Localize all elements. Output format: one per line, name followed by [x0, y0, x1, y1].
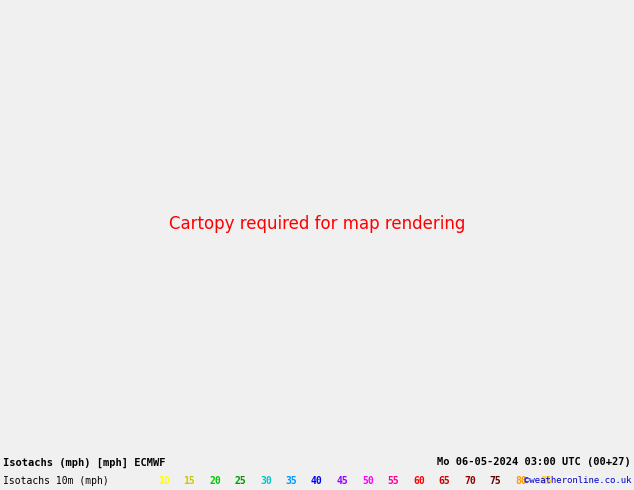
- Text: 60: 60: [413, 476, 425, 486]
- Text: Isotachs (mph) [mph] ECMWF: Isotachs (mph) [mph] ECMWF: [3, 458, 165, 468]
- Text: 30: 30: [260, 476, 272, 486]
- Text: 75: 75: [489, 476, 501, 486]
- Text: 15: 15: [183, 476, 195, 486]
- Text: 50: 50: [362, 476, 374, 486]
- Text: Cartopy required for map rendering: Cartopy required for map rendering: [169, 215, 465, 233]
- Text: 90: 90: [566, 476, 578, 486]
- Text: 70: 70: [464, 476, 476, 486]
- Text: Isotachs 10m (mph): Isotachs 10m (mph): [3, 476, 109, 486]
- Text: 35: 35: [285, 476, 297, 486]
- Text: 55: 55: [387, 476, 399, 486]
- Text: ©weatheronline.co.uk: ©weatheronline.co.uk: [524, 476, 631, 485]
- Text: 85: 85: [541, 476, 552, 486]
- Text: Mo 06-05-2024 03:00 UTC (00+27): Mo 06-05-2024 03:00 UTC (00+27): [437, 458, 631, 467]
- Text: 20: 20: [209, 476, 221, 486]
- Text: 10: 10: [158, 476, 170, 486]
- Text: 40: 40: [311, 476, 323, 486]
- Text: 45: 45: [337, 476, 348, 486]
- Text: 65: 65: [439, 476, 450, 486]
- Text: 80: 80: [515, 476, 527, 486]
- Text: 25: 25: [235, 476, 246, 486]
